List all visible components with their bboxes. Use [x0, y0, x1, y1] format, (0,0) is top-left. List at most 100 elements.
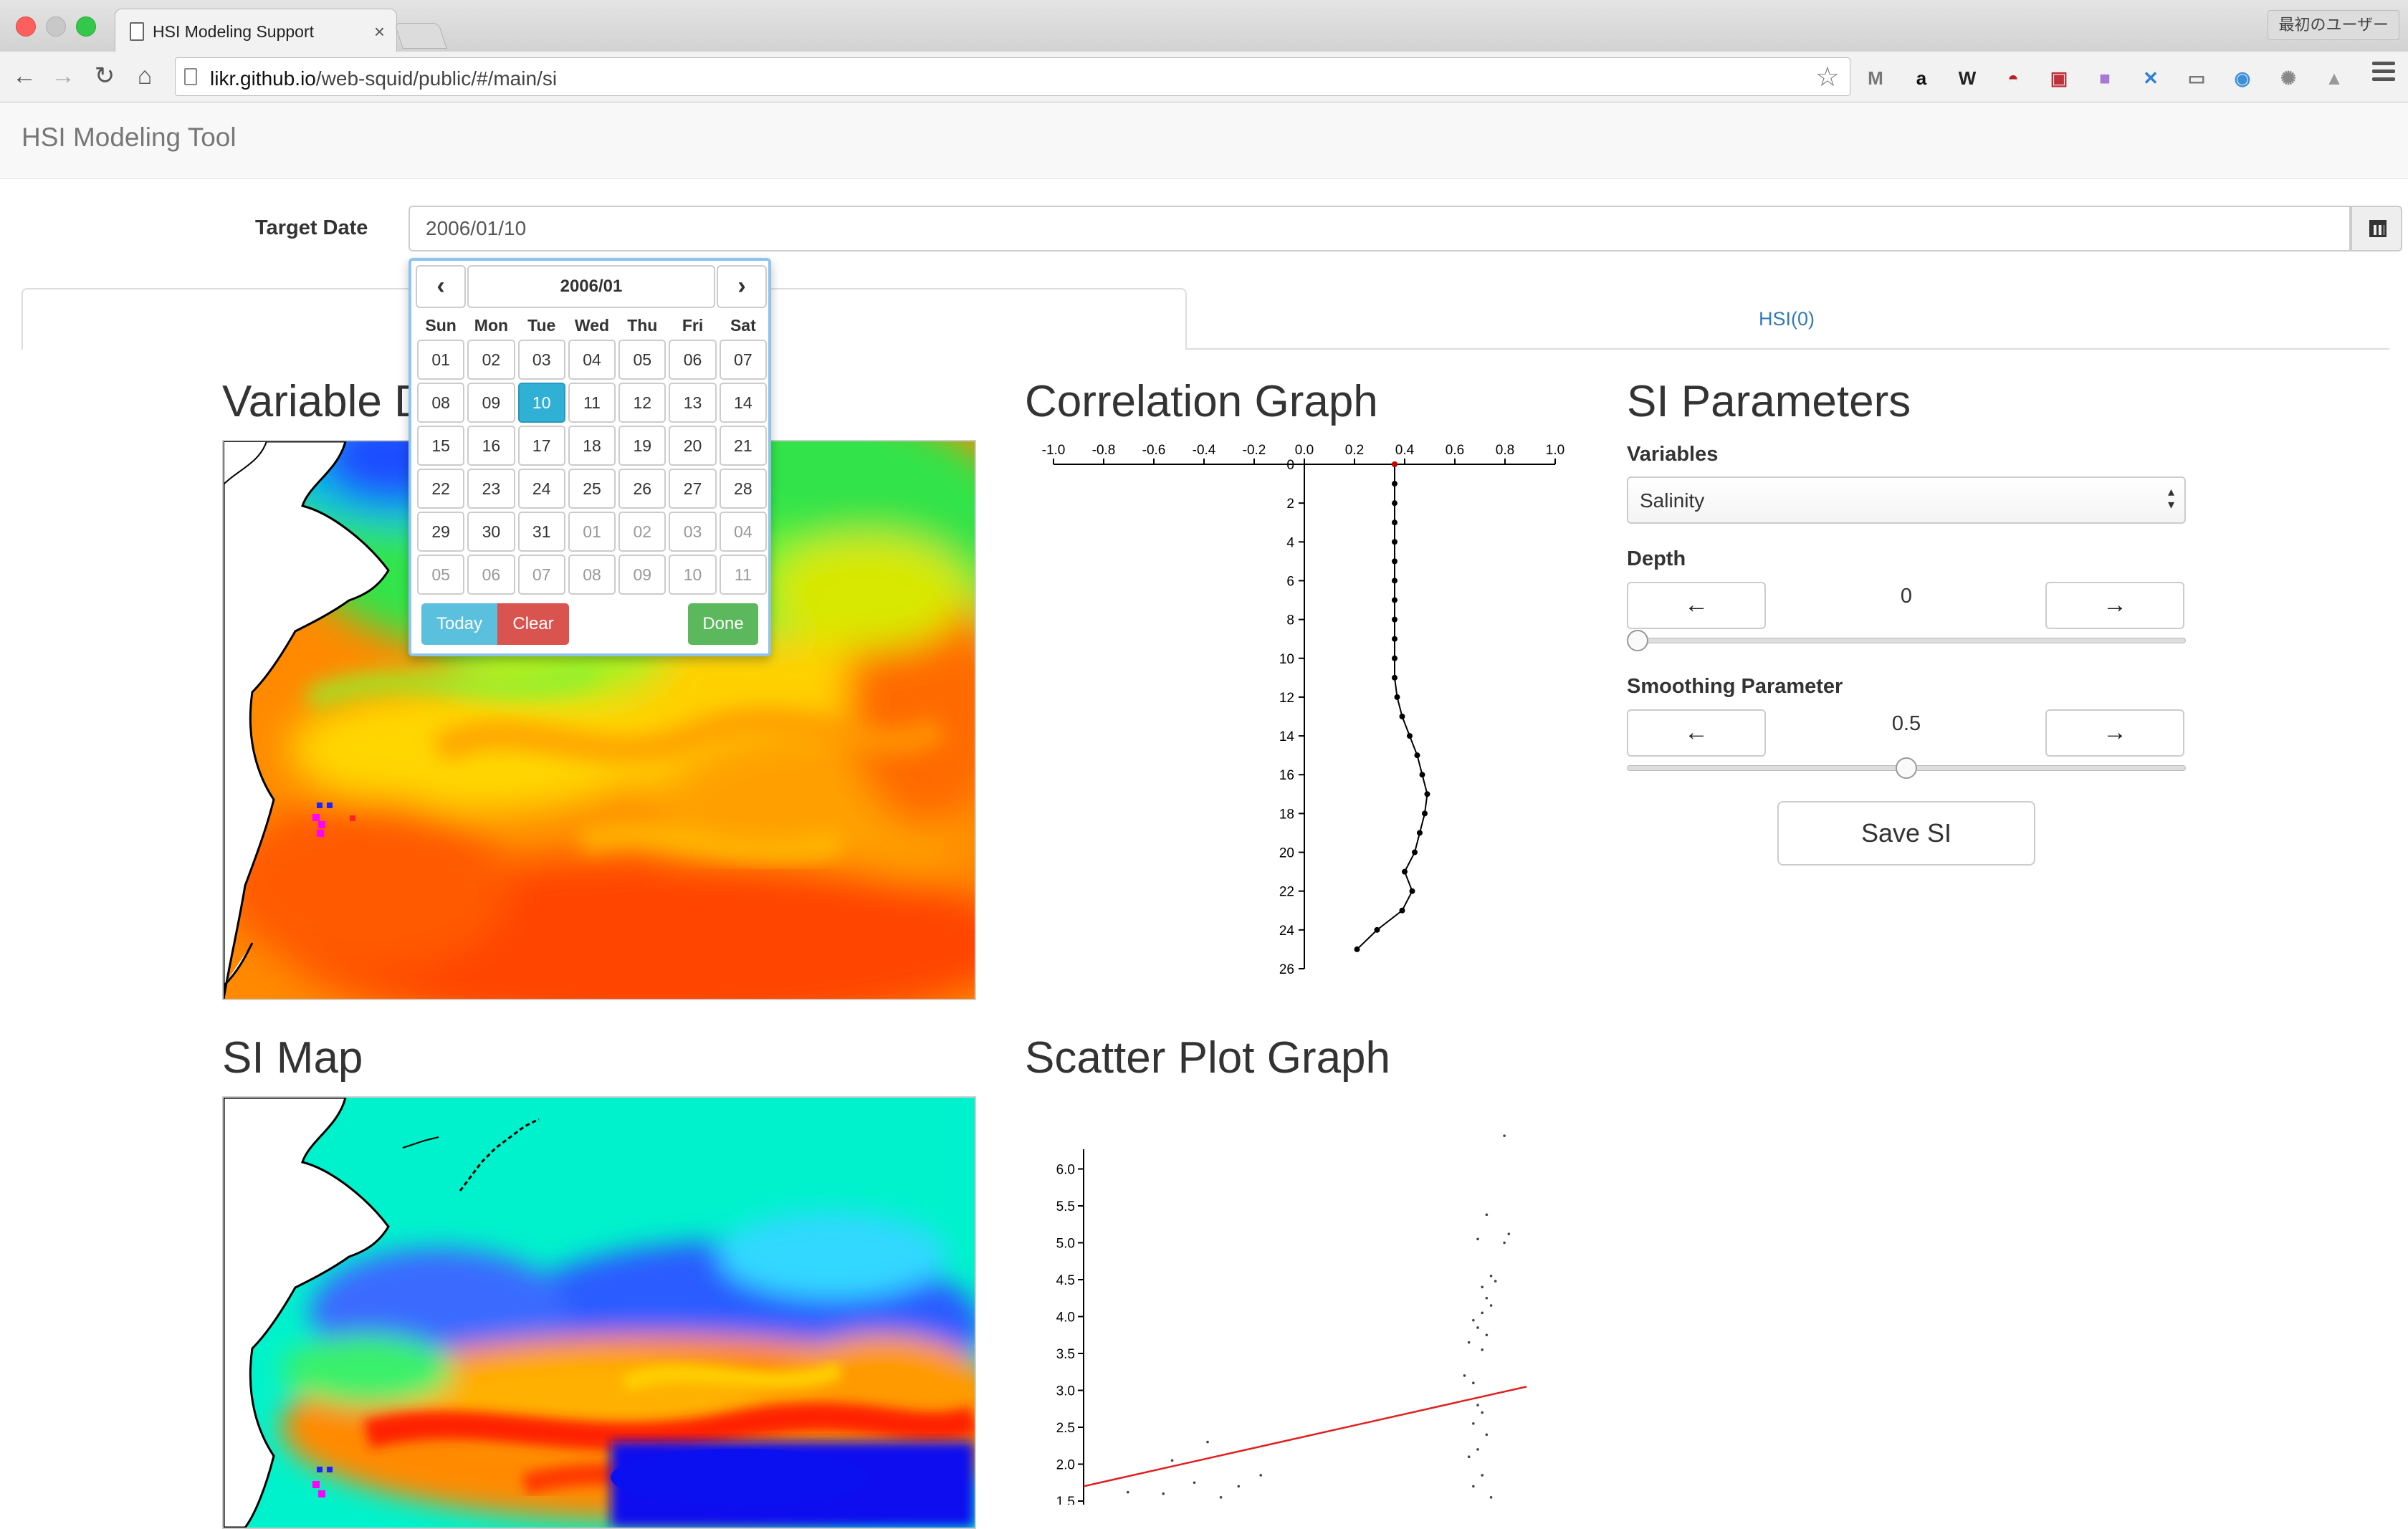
close-window-button[interactable]	[16, 16, 36, 37]
smoothing-decrease-button[interactable]: ←	[1627, 709, 1766, 757]
day-cell[interactable]: 13	[669, 383, 717, 423]
day-cell[interactable]: 26	[618, 469, 666, 509]
depth-slider-thumb[interactable]	[1627, 630, 1648, 651]
tab-hsi[interactable]: HSI(0)	[1185, 288, 2389, 350]
address-url[interactable]: likr.github.io/web-squid/public/#/main/s…	[210, 67, 557, 90]
correlation-point	[1422, 810, 1428, 817]
calendar-button[interactable]	[2351, 206, 2402, 251]
address-bar[interactable]: likr.github.io/web-squid/public/#/main/s…	[175, 57, 1850, 96]
day-cell-selected[interactable]: 10	[517, 383, 565, 423]
minimize-window-button[interactable]	[46, 16, 66, 37]
day-cell[interactable]: 05	[417, 555, 465, 595]
day-cell[interactable]: 09	[618, 555, 666, 595]
day-cell[interactable]: 25	[568, 469, 616, 509]
day-cell[interactable]: 09	[467, 383, 515, 423]
mask-icon[interactable]: ◓	[2007, 67, 2019, 89]
day-cell[interactable]: 20	[669, 426, 717, 466]
reload-icon[interactable]: ↻	[94, 62, 115, 90]
flag-icon[interactable]: ✕	[2143, 67, 2159, 89]
day-cell[interactable]: 11	[719, 555, 767, 595]
day-cell[interactable]: 07	[517, 555, 565, 595]
purple-square-icon[interactable]: ■	[2099, 67, 2111, 89]
day-cell[interactable]: 03	[517, 340, 565, 380]
day-cell[interactable]: 24	[517, 469, 565, 509]
today-button[interactable]: Today	[421, 603, 497, 645]
save-si-button[interactable]: Save SI	[1777, 801, 2035, 866]
profile-button[interactable]: 最初のユーザー	[2268, 10, 2399, 40]
day-cell[interactable]: 30	[467, 512, 515, 552]
day-cell[interactable]: 08	[568, 555, 616, 595]
chrome-menu-icon[interactable]	[2372, 62, 2395, 85]
day-cell[interactable]: 23	[467, 469, 515, 509]
tab-close-icon[interactable]: ×	[373, 21, 385, 42]
browser-tab-active[interactable]: HSI Modeling Support ×	[115, 9, 397, 54]
day-cell[interactable]: 05	[618, 340, 666, 380]
weekday-wed: Wed	[574, 316, 610, 335]
depth-increase-button[interactable]: →	[2045, 582, 2184, 629]
day-cell[interactable]: 18	[568, 426, 616, 466]
new-tab-button[interactable]	[394, 23, 447, 49]
day-cell[interactable]: 10	[669, 555, 717, 595]
clear-button[interactable]: Clear	[497, 603, 569, 645]
done-button[interactable]: Done	[688, 603, 758, 645]
day-cell[interactable]: 31	[517, 512, 565, 552]
day-cell[interactable]: 08	[417, 383, 465, 423]
scatter-point	[1463, 1374, 1466, 1377]
home-icon[interactable]: ⌂	[137, 62, 153, 90]
scatter-y-tick-label: 2.5	[1056, 1421, 1075, 1436]
day-cell[interactable]: 14	[719, 383, 767, 423]
prev-month-button[interactable]: ‹	[416, 265, 466, 308]
day-cell[interactable]: 02	[618, 512, 666, 552]
day-cell[interactable]: 06	[669, 340, 717, 380]
app-brand[interactable]: HSI Modeling Tool	[22, 123, 236, 152]
scatter-y-tick-label: 2.0	[1056, 1458, 1075, 1473]
day-cell[interactable]: 07	[719, 340, 767, 380]
day-cell[interactable]: 06	[467, 555, 515, 595]
day-cell[interactable]: 12	[618, 383, 666, 423]
day-cell[interactable]: 04	[719, 512, 767, 552]
gmail-icon[interactable]: M	[1868, 67, 1883, 89]
smoothing-increase-button[interactable]: →	[2045, 709, 2184, 757]
zoom-window-button[interactable]	[76, 16, 96, 37]
day-cell[interactable]: 28	[719, 469, 767, 509]
day-cell[interactable]: 15	[417, 426, 465, 466]
app-navbar: HSI Modeling Tool	[0, 102, 2408, 179]
day-cell[interactable]: 21	[719, 426, 767, 466]
day-cell[interactable]: 27	[669, 469, 717, 509]
back-arrow-icon[interactable]: ←	[12, 62, 37, 90]
depth-slider-track[interactable]	[1627, 638, 2186, 643]
scatter-point	[1481, 1285, 1484, 1289]
smoothing-slider-thumb[interactable]	[1896, 757, 1917, 779]
cast-icon[interactable]: ▭	[2187, 67, 2206, 89]
variables-select[interactable]: Salinity ▴ ▾	[1627, 476, 2186, 524]
depth-decrease-button[interactable]: ←	[1627, 582, 1766, 629]
forward-arrow-icon[interactable]: →	[51, 62, 75, 90]
day-cell[interactable]: 02	[467, 340, 515, 380]
wikipedia-icon[interactable]: W	[1958, 67, 1977, 89]
amazon-icon[interactable]: a	[1916, 67, 1927, 89]
day-cell[interactable]: 11	[568, 383, 616, 423]
scatter-point	[1259, 1474, 1262, 1477]
day-cell[interactable]: 22	[417, 469, 465, 509]
si-map[interactable]	[222, 1096, 976, 1529]
day-cell[interactable]: 01	[417, 340, 465, 380]
correlation-point	[1392, 674, 1398, 681]
bookmark-star-icon[interactable]: ☆	[1815, 62, 1840, 92]
y-tick-label: 20	[1279, 846, 1294, 861]
camera-icon[interactable]: ◉	[2234, 67, 2251, 89]
day-cell[interactable]: 19	[618, 426, 666, 466]
day-cell[interactable]: 04	[568, 340, 616, 380]
drive-icon[interactable]: ▲	[2325, 67, 2344, 89]
day-cell[interactable]: 17	[517, 426, 565, 466]
correlation-point	[1412, 849, 1418, 855]
day-cell[interactable]: 01	[568, 512, 616, 552]
x-tick-label: -1.0	[1042, 443, 1066, 458]
pocket-icon[interactable]: ▣	[2050, 67, 2068, 89]
day-cell[interactable]: 16	[467, 426, 515, 466]
datepicker-month-title[interactable]: 2006/01	[467, 265, 715, 308]
day-cell[interactable]: 29	[417, 512, 465, 552]
react-icon[interactable]: ✺	[2280, 67, 2296, 89]
day-cell[interactable]: 03	[669, 512, 717, 552]
next-month-button[interactable]: ›	[717, 265, 767, 308]
target-date-input[interactable]	[408, 206, 2351, 251]
